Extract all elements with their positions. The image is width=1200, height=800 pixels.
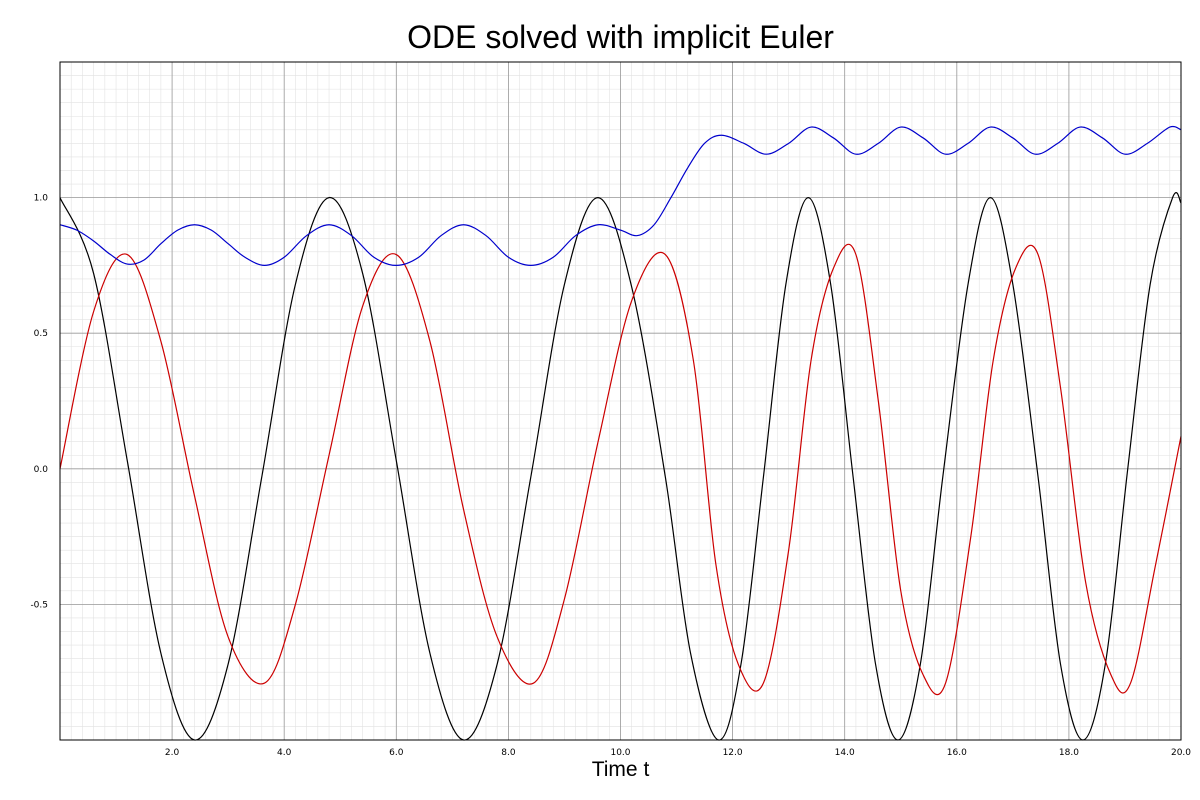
y-tick-label: -0.5 — [30, 600, 48, 610]
series-line-3 — [59, 125, 1182, 266]
x-tick-label: 4.0 — [277, 748, 292, 758]
chart-title: ODE solved with implicit Euler — [407, 19, 834, 55]
x-tick-label: 16.0 — [947, 748, 967, 758]
x-tick-label: 2.0 — [165, 748, 180, 758]
series-line-2 — [59, 243, 1182, 696]
x-tick-label: 8.0 — [501, 748, 516, 758]
tick-labels: 2.0 4.0 6.0 8.0 10.0 12.0 14.0 16.0 18.0 20.0 -0.5… — [30, 194, 1191, 758]
series-line-1 — [59, 191, 1182, 741]
x-tick-label: 6.0 — [389, 748, 404, 758]
y-tick-label: 0.0 — [34, 465, 49, 475]
x-tick-label: 20.0 — [1171, 748, 1191, 758]
x-tick-label: 10.0 — [610, 748, 630, 758]
y-tick-label: 0.5 — [34, 329, 48, 339]
x-tick-label: 12.0 — [723, 748, 743, 758]
series-layer — [59, 125, 1182, 741]
x-axis-label: Time t — [591, 758, 650, 781]
x-tick-label: 14.0 — [835, 748, 855, 758]
y-tick-label: 1.0 — [34, 194, 49, 204]
x-tick-label: 18.0 — [1059, 748, 1079, 758]
plot-frame — [59, 61, 1182, 741]
